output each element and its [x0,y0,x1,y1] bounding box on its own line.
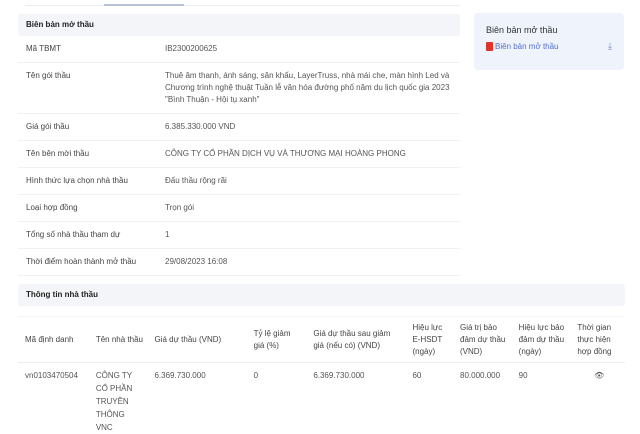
table-cell: 90 [512,363,571,434]
info-label: Tổng số nhà thầu tham dự [26,229,165,241]
column-header: Tên nhà thầu [89,317,148,363]
table-cell: vn0103470504 [18,363,89,434]
info-value: IB2300200625 [165,43,460,55]
section-title: Biên bản mở thầu [18,14,460,36]
info-value: 6.385.330.000 VND [165,121,460,133]
card-title: Biên bản mở thầu [486,25,612,35]
column-header: Giá dự thầu (VND) [147,317,246,363]
download-icon[interactable]: ⤓ [608,41,612,52]
info-label: Mã TBMT [26,43,165,55]
column-header: Mã định danh [18,317,89,363]
info-label: Tên bên mời thầu [26,148,165,160]
table-cell: 6.369.730.000 [306,363,405,434]
tab-bar [25,0,460,6]
info-label: Loại hợp đồng [26,202,165,214]
column-header: Thời gian thực hiện hợp đồng [570,317,625,363]
column-header: Giá dự thầu sau giảm giá (nếu có) (VND) [306,317,405,363]
view-icon[interactable]: 👁 [570,363,625,434]
info-label: Hình thức lựa chọn nhà thầu [26,175,165,187]
file-link[interactable]: Biên bản mở thầu ⤓ [486,41,612,52]
column-header: Tỷ lệ giảm giá (%) [247,317,307,363]
table-cell: CÔNG TY CỔ PHẦN TRUYỀN THÔNG VNC [89,363,148,434]
column-header: Hiệu lực bảo đảm dự thầu (ngày) [512,317,571,363]
column-header: Giá trị bảo đảm dự thầu (VND) [453,317,512,363]
pdf-icon [486,42,493,51]
table-cell: 60 [405,363,453,434]
info-value: 29/08/2023 16:08 [165,256,460,268]
info-value: 1 [165,229,460,241]
table-cell: 0 [247,363,307,434]
opening-report-card: Biên bản mở thầu Biên bản mở thầu ⤓ [474,13,624,70]
info-label: Tên gói thầu [26,70,165,106]
table-cell: 6.369.730.000 [147,363,246,434]
info-value: Thuê âm thanh, ánh sáng, sân khấu, Layer… [165,70,460,106]
column-header: Hiệu lực E-HSDT (ngày) [405,317,453,363]
active-tab-indicator [104,4,184,6]
info-value: Trọn gói [165,202,460,214]
info-label: Giá gói thầu [26,121,165,133]
info-value: Đấu thầu rộng rãi [165,175,460,187]
table-cell: 80.000.000 [453,363,512,434]
section-title: Thông tin nhà thầu [18,284,625,306]
info-label: Thời điểm hoàn thành mở thầu [26,256,165,268]
info-value: CÔNG TY CỔ PHẦN DỊCH VỤ VÀ THƯƠNG MẠI HO… [165,148,460,160]
file-name[interactable]: Biên bản mở thầu [495,42,559,51]
